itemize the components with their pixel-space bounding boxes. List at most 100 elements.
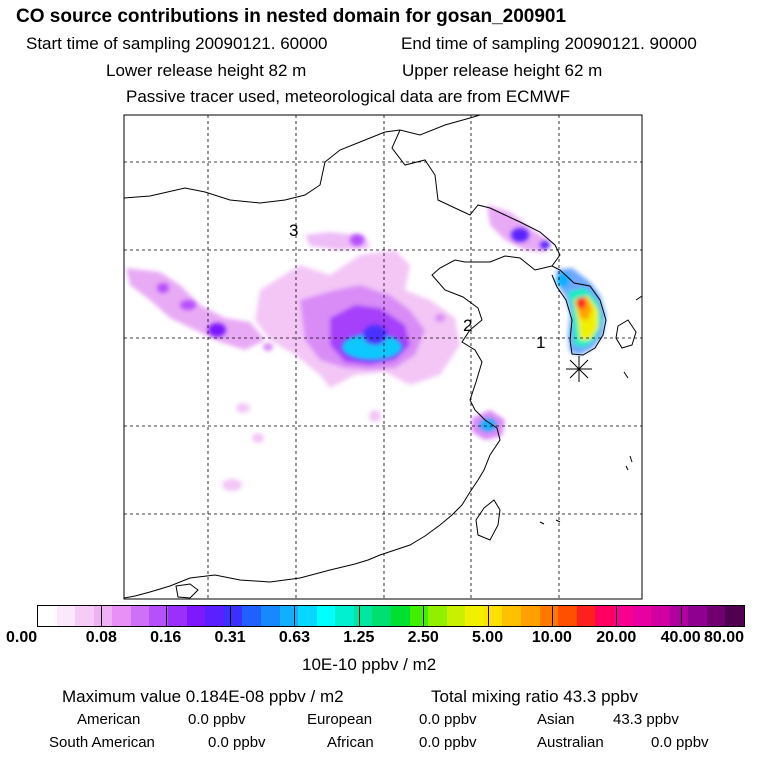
colorbar-divider-7 xyxy=(487,605,489,627)
korea-red-core xyxy=(576,297,586,309)
plot-title: CO source contributions in nested domain… xyxy=(16,6,567,27)
colorbar-tick-9: 20.00 xyxy=(596,629,637,646)
hotspot-central-cyan xyxy=(342,334,402,360)
colorbar-cell-3 xyxy=(93,606,113,626)
colorbar-tick-2: 0.16 xyxy=(150,629,182,646)
hainan xyxy=(175,583,199,599)
south-american-label: South American xyxy=(49,734,155,751)
colorbar-tick-7: 5.00 xyxy=(471,629,504,646)
colorbar-cell-8 xyxy=(186,606,206,626)
colorbar-cell-34 xyxy=(669,606,689,626)
colorbar-cell-19 xyxy=(390,606,410,626)
colorbar-cell-25 xyxy=(502,606,522,626)
region-label-3: 3 xyxy=(289,221,298,240)
australian-label: Australian xyxy=(537,734,604,751)
south-china-coast xyxy=(124,563,356,599)
colorbar-cell-7 xyxy=(168,606,187,626)
asian-label: Asian xyxy=(537,711,575,728)
plume-southwest-speck-1 xyxy=(252,433,264,443)
total-mixing-label: Total mixing ratio 43.3 ppbv xyxy=(431,687,638,706)
japan-tip xyxy=(635,295,642,301)
hotspot-north-1 xyxy=(350,234,364,246)
upper-release-label: Upper release height 62 m xyxy=(402,61,603,80)
colorbar-divider-4 xyxy=(294,605,296,627)
coastlines xyxy=(124,115,642,599)
european-value: 0.0 ppbv xyxy=(419,711,477,728)
colorbar-divider-5 xyxy=(358,605,360,627)
colorbar-cell-14 xyxy=(298,606,317,626)
max-value-label: Maximum value 0.184E-08 ppbv / m2 xyxy=(62,687,344,706)
colorbar-divider-2 xyxy=(165,605,167,627)
american-value: 0.0 ppbv xyxy=(188,711,246,728)
colorbar-divider-9 xyxy=(616,605,618,627)
colorbar-cell-22 xyxy=(446,606,466,626)
colorbar-tick-5: 1.25 xyxy=(343,629,375,646)
colorbar-tick-11: 80.00 xyxy=(704,629,745,646)
colorbar-cell-36 xyxy=(706,606,726,626)
american-label: American xyxy=(77,711,141,728)
hotspot-west-3 xyxy=(157,283,169,293)
hotspot-west-1 xyxy=(208,323,226,337)
colorbar-cell-18 xyxy=(372,606,391,626)
hotspot-northeast xyxy=(511,228,529,242)
colorbar-cell-2 xyxy=(75,606,94,626)
region-label-1: 1 xyxy=(536,333,545,352)
colorbar-tick-0: 0.00 xyxy=(6,629,38,646)
receptor-marker xyxy=(566,356,592,382)
colorbar-cell-17 xyxy=(353,606,373,626)
colorbar-divider-6 xyxy=(423,605,425,627)
colorbar-cell-37 xyxy=(725,606,744,626)
korea-plume xyxy=(556,268,606,355)
colorbar-cell-28 xyxy=(558,606,577,626)
european-label: European xyxy=(307,711,373,728)
colorbar-cell-33 xyxy=(651,606,670,626)
colorbar-cell-21 xyxy=(428,606,447,626)
start-time-label: Start time of sampling 20090121. 60000 xyxy=(26,34,328,53)
colorbar-cell-0 xyxy=(38,606,57,626)
australian-value: 0.0 ppbv xyxy=(651,734,709,751)
colorbar-tick-3: 0.31 xyxy=(214,629,246,646)
colorbar-tick-8: 10.00 xyxy=(531,629,572,646)
colorbar-cell-1 xyxy=(56,606,76,626)
colorbar-divider-3 xyxy=(230,605,232,627)
northeast-border xyxy=(391,129,561,267)
colorbar-cell-4 xyxy=(112,606,131,626)
colorbar-divider-1 xyxy=(101,605,103,627)
asian-value: 43.3 ppbv xyxy=(613,711,679,728)
hotspot-west-2 xyxy=(180,300,196,310)
colorbar-cell-5 xyxy=(130,606,150,626)
plume-south-speck xyxy=(369,410,381,422)
colorbar-cell-9 xyxy=(205,606,224,626)
colorbar-cell-29 xyxy=(576,606,596,626)
hotspot-speck-b xyxy=(435,314,445,322)
colorbar-divider-10 xyxy=(680,605,682,627)
hotspot-central-blue xyxy=(363,325,387,345)
colorbar-cell-35 xyxy=(688,606,707,626)
colorbar-cell-31 xyxy=(613,606,633,626)
korea-northwest-blob xyxy=(556,272,570,288)
colorbar-cell-16 xyxy=(335,606,354,626)
hotspot-speck-a xyxy=(263,343,273,351)
lower-release-label: Lower release height 82 m xyxy=(106,61,307,80)
south-american-value: 0.0 ppbv xyxy=(208,734,266,751)
colorbar-cell-23 xyxy=(465,606,484,626)
african-value: 0.0 ppbv xyxy=(419,734,477,751)
end-time-label: End time of sampling 20090121. 90000 xyxy=(401,34,697,53)
colorbar-cell-6 xyxy=(149,606,169,626)
african-label: African xyxy=(327,734,374,751)
colorbar-cell-26 xyxy=(521,606,540,626)
mongolia-border xyxy=(124,115,481,204)
colorbar-cell-32 xyxy=(632,606,652,626)
plume-southwest-speck-3 xyxy=(236,403,250,413)
korea-coast xyxy=(551,265,607,356)
colorbar-cell-13 xyxy=(279,606,299,626)
colorbar-cell-30 xyxy=(595,606,614,626)
region-label-2: 2 xyxy=(463,316,472,335)
colorbar-tick-1: 0.08 xyxy=(85,629,117,646)
hotspot-northeast-2 xyxy=(540,241,550,249)
colorbar-tick-10: 40.00 xyxy=(660,629,701,646)
colorbar-tick-4: 0.63 xyxy=(278,629,311,646)
colorbar-tick-6: 2.50 xyxy=(407,629,439,646)
colorbar-unit: 10E-10 ppbv / m2 xyxy=(302,655,437,674)
